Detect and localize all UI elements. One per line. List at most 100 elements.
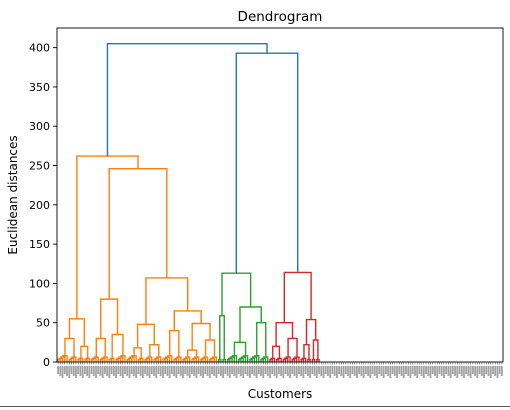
leaf-label-133 [353, 366, 356, 376]
leaf-label-188 [476, 366, 479, 378]
leaf-label-82 [240, 366, 242, 376]
leaf-label-66 [204, 366, 207, 374]
leaf-label-15 [90, 366, 93, 374]
leaf-label-83 [242, 366, 245, 378]
leaf-label-154 [400, 366, 403, 376]
leaf-label-153 [398, 366, 401, 374]
leaf-label-75 [224, 366, 227, 374]
leaf-label-3 [63, 366, 66, 374]
leaf-label-112 [306, 366, 309, 376]
leaf-label-53 [175, 366, 178, 378]
leaf-label-157 [407, 366, 410, 376]
leaf-label-126 [338, 366, 340, 374]
leaf-label-8 [75, 366, 77, 378]
leaf-label-35 [135, 366, 138, 378]
leaf-label-161 [416, 366, 419, 378]
leaf-label-22 [106, 366, 109, 376]
leaf-label-108 [298, 366, 300, 374]
leaf-label-115 [313, 366, 316, 376]
leaf-label-145 [380, 366, 383, 376]
leaf-label-72 [217, 366, 220, 374]
leaf-label-174 [445, 366, 448, 374]
leaf-label-31 [126, 366, 129, 376]
leaf-label-24 [110, 366, 113, 374]
leaf-label-2 [61, 366, 64, 378]
leaf-label-167 [429, 366, 432, 378]
leaf-label-42 [150, 366, 153, 374]
dendrogram-links [57, 43, 320, 362]
leaf-label-159 [411, 366, 414, 374]
leaf-label-103 [286, 366, 289, 376]
leaf-label-189 [478, 366, 481, 374]
leaf-label-10 [79, 366, 82, 376]
leaf-label-199 [500, 366, 503, 376]
leaf-label-37 [139, 366, 142, 376]
leaf-label-170 [436, 366, 439, 378]
leaf-label-84 [244, 366, 247, 374]
leaf-label-182 [463, 366, 465, 378]
leaf-label-9 [77, 366, 80, 374]
leaf-label-156 [405, 366, 407, 374]
y-tick-label-0: 0 [43, 356, 50, 369]
dendrogram-link-7 [64, 337, 75, 358]
leaf-label-91 [260, 366, 262, 376]
dendrogram-link-70 [76, 155, 139, 319]
leaf-label-160 [414, 366, 416, 376]
leaf-label-185 [469, 366, 472, 378]
leaf-label-55 [179, 366, 182, 376]
dendrogram-link-65 [204, 339, 216, 358]
dendrogram-link-51 [169, 329, 180, 358]
leaf-label-25 [112, 366, 115, 376]
leaf-label-141 [371, 366, 374, 374]
leaf-label-191 [483, 366, 485, 378]
leaf-label-179 [456, 366, 459, 378]
leaf-label-127 [340, 366, 343, 376]
leaf-label-29 [121, 366, 124, 378]
leaf-label-52 [173, 366, 175, 376]
leaf-label-77 [228, 366, 231, 378]
leaf-label-142 [373, 366, 376, 376]
leaf-label-7 [72, 366, 75, 376]
leaf-label-138 [364, 366, 367, 374]
leaf-label-104 [289, 366, 291, 378]
leaf-label-23 [108, 366, 111, 378]
leaf-label-155 [402, 366, 405, 378]
dendrogram-link-115 [235, 52, 299, 274]
leaf-label-49 [166, 366, 169, 376]
y-tick-label-4: 200 [29, 199, 50, 212]
leaf-label-113 [309, 366, 312, 378]
dendrogram-link-97 [272, 345, 281, 359]
dendrogram-link-92 [221, 272, 252, 316]
leaf-label-124 [333, 366, 336, 376]
leaf-label-74 [222, 366, 225, 378]
dendrogram-link-68 [145, 277, 189, 325]
dendrogram-link-28 [100, 298, 119, 339]
leaf-label-186 [471, 366, 474, 374]
leaf-label-59 [188, 366, 191, 378]
leaf-label-175 [447, 366, 450, 376]
leaf-label-194 [489, 366, 492, 378]
leaf-label-99 [277, 366, 280, 374]
leaf-label-33 [130, 366, 133, 374]
dendrogram-link-90 [256, 322, 267, 358]
leaf-label-62 [195, 366, 198, 378]
leaf-label-21 [104, 366, 106, 374]
leaf-label-69 [211, 366, 213, 374]
leaf-label-87 [251, 366, 254, 374]
leaf-label-158 [409, 366, 412, 378]
leaf-label-187 [474, 366, 477, 376]
leaf-label-70 [213, 366, 216, 376]
y-axis-label: Euclidean distances [6, 135, 20, 254]
leaf-label-17 [95, 366, 97, 378]
leaf-label-78 [231, 366, 233, 374]
dendrogram-link-109 [303, 344, 310, 360]
dendrogram-link-82 [233, 341, 247, 356]
leaf-label-65 [202, 366, 204, 378]
leaf-label-130 [347, 366, 349, 376]
leaf-label-46 [159, 366, 162, 376]
dendrogram-link-91 [239, 306, 262, 343]
leaf-label-1 [59, 366, 62, 376]
leaf-label-116 [315, 366, 318, 378]
leaf-label-28 [119, 366, 122, 376]
leaf-label-183 [465, 366, 468, 374]
